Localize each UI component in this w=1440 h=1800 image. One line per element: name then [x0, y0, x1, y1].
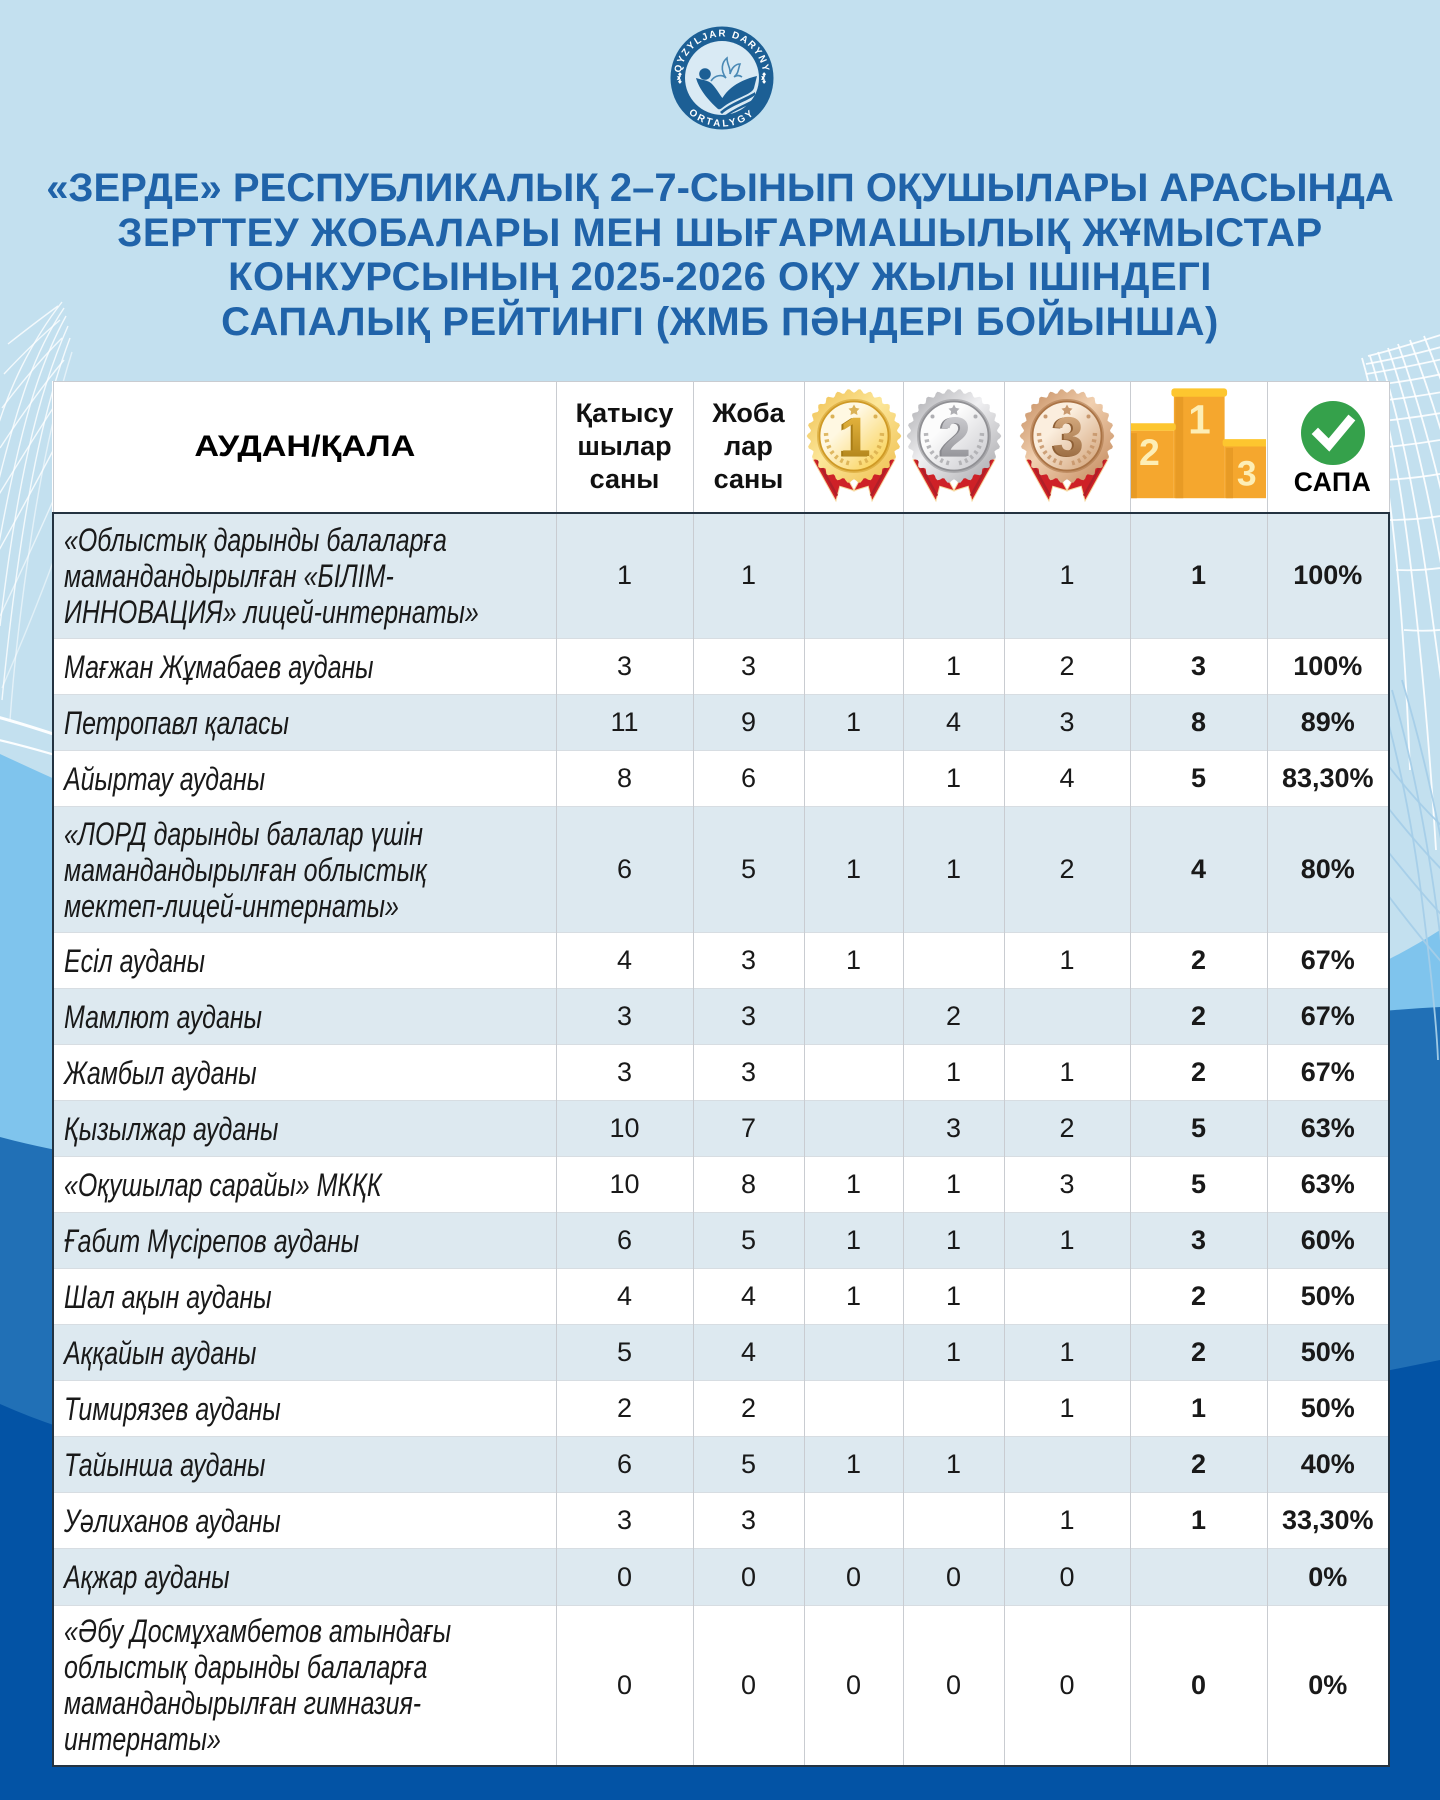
svg-text:3: 3 — [1237, 454, 1257, 494]
svg-text:3: 3 — [1053, 405, 1084, 468]
svg-text:1: 1 — [839, 405, 870, 468]
svg-text:2: 2 — [937, 406, 968, 469]
svg-text:1: 1 — [837, 406, 868, 469]
svg-text:1: 1 — [1188, 397, 1210, 443]
svg-text:2: 2 — [939, 405, 970, 468]
svg-text:2: 2 — [1139, 431, 1160, 473]
svg-text:3: 3 — [1051, 406, 1082, 469]
